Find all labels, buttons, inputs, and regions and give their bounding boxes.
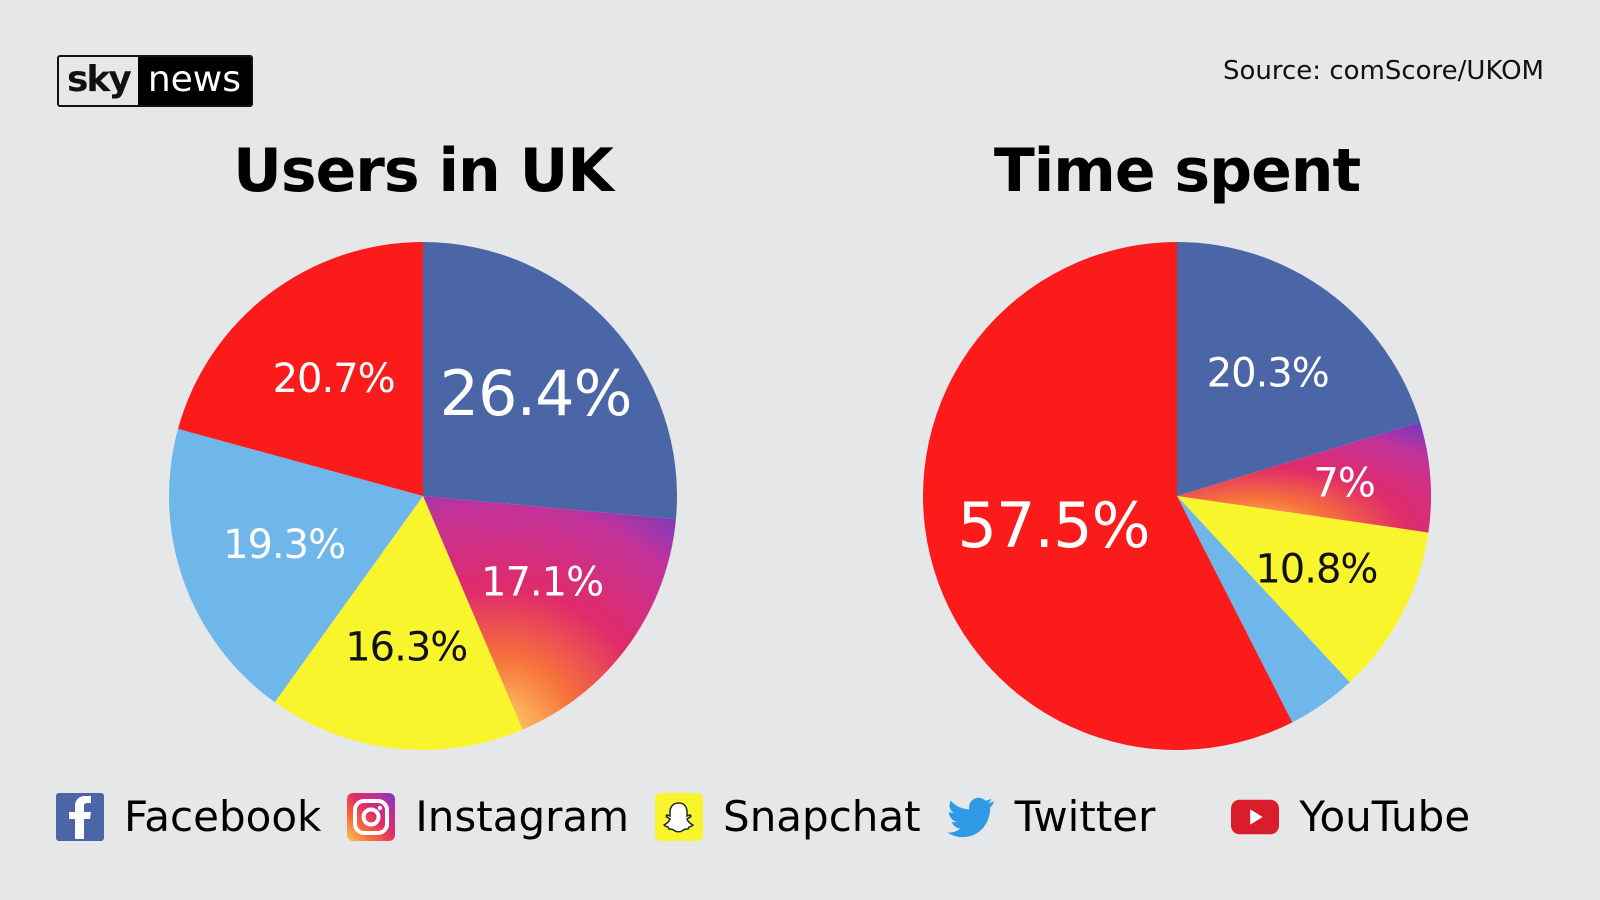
data-label-facebook: 26.4% [440, 357, 632, 430]
data-label-youtube: 20.7% [273, 356, 395, 402]
data-label-snapchat: 10.8% [1255, 546, 1377, 592]
legend-item-snapchat: Snapchat [655, 792, 921, 841]
legend-label: YouTube [1299, 792, 1471, 841]
slice-youtube [178, 242, 423, 496]
legend-label: Instagram [415, 792, 630, 841]
legend-label: Twitter [1014, 792, 1156, 841]
data-label-instagram: 17.1% [481, 560, 603, 606]
snapchat-icon [655, 792, 704, 841]
slice-twitter [1177, 496, 1350, 723]
slice-twitter [168, 428, 423, 703]
data-label-instagram: 7% [1313, 460, 1374, 506]
instagram-icon [347, 792, 396, 841]
data-label-facebook: 20.3% [1207, 351, 1329, 397]
legend-item-instagram: Instagram [347, 792, 629, 841]
data-label-snapchat: 16.3% [345, 624, 467, 670]
legend-label: Facebook [124, 792, 322, 841]
logo-sky: sky [59, 57, 138, 105]
legend: Facebook Instagram Snapchat Twitter YouT… [56, 792, 1496, 841]
slice-snapchat [1177, 496, 1429, 683]
logo-news: news [137, 57, 252, 105]
legend-item-twitter: Twitter [946, 792, 1156, 841]
slice-facebook [423, 242, 677, 520]
slice-youtube [922, 242, 1293, 750]
facebook-icon [56, 792, 104, 841]
chart-title-time: Time spent [993, 136, 1361, 206]
legend-item-facebook: Facebook [56, 792, 321, 841]
slice-instagram [423, 496, 676, 730]
chart-title-users: Users in UK [233, 136, 614, 206]
legend-label: Snapchat [723, 792, 921, 841]
slice-instagram [1177, 422, 1431, 533]
sky-news-logo: sky news [57, 55, 254, 107]
slice-snapchat [274, 496, 523, 750]
twitter-icon [946, 793, 995, 841]
legend-item-youtube: YouTube [1231, 792, 1470, 841]
source-note: Source: comScore/UKOM [1223, 56, 1544, 86]
youtube-icon [1231, 793, 1280, 841]
data-label-twitter: 19.3% [223, 522, 345, 568]
data-label-youtube: 57.5% [958, 489, 1150, 562]
slice-facebook [1177, 242, 1421, 496]
